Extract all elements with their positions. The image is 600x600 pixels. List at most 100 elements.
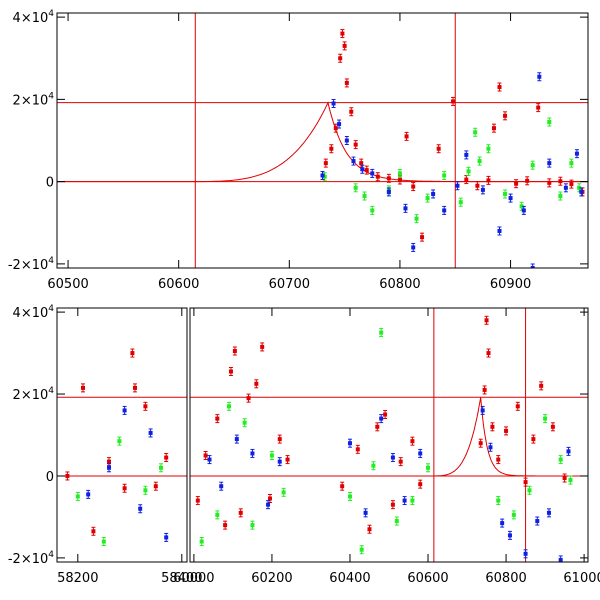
green-data-point: [426, 463, 431, 473]
green-data-point: [473, 127, 478, 137]
red-data-point: [515, 401, 520, 411]
green-data-point: [143, 485, 148, 495]
red-data-point: [558, 176, 563, 186]
green-data-point: [362, 191, 367, 201]
plot-area: [190, 308, 588, 562]
red-data-point: [383, 410, 388, 420]
green-data-point: [101, 537, 106, 547]
red-data-point: [215, 414, 220, 424]
red-data-point: [436, 144, 441, 154]
green-data-point: [558, 191, 563, 201]
green-data-point: [425, 193, 430, 203]
red-data-point: [195, 496, 200, 506]
y-tick-exponent: 4: [48, 91, 54, 101]
blue-data-point: [164, 532, 169, 542]
x-tick-label: 58200: [57, 571, 98, 586]
green-data-point: [496, 496, 501, 506]
blue-data-point: [207, 455, 212, 465]
red-data-point: [81, 383, 85, 393]
green-data-point: [215, 510, 220, 520]
red-data-point: [367, 524, 372, 534]
red-data-point: [569, 179, 574, 189]
blue-data-point: [535, 516, 540, 526]
red-data-point: [122, 483, 127, 493]
y-tick-exponent: 4: [48, 550, 54, 560]
x-tick-label: 60800: [485, 571, 526, 586]
green-data-point: [503, 189, 508, 199]
red-data-point: [130, 348, 135, 358]
red-data-point: [232, 346, 237, 356]
green-data-point: [530, 160, 535, 170]
y-tick-label: 2×104: [13, 386, 55, 403]
x-tick-label: 60200: [251, 571, 292, 586]
red-data-point: [342, 41, 347, 51]
blue-data-point: [331, 98, 336, 108]
x-tick-label: 60400: [329, 571, 370, 586]
x-tick-label: 61000: [563, 571, 600, 586]
red-data-point: [375, 172, 380, 182]
green-data-point: [75, 491, 80, 501]
blue-data-point: [508, 193, 513, 203]
plot-frame: [56, 12, 589, 269]
blue-data-point: [386, 187, 391, 197]
red-data-point: [246, 393, 251, 403]
red-data-point: [491, 123, 496, 133]
red-data-point: [344, 78, 349, 88]
red-data-point: [503, 111, 508, 121]
green-data-point: [159, 463, 163, 473]
green-data-point: [353, 183, 358, 193]
green-data-point: [394, 516, 399, 526]
green-data-point: [414, 214, 419, 224]
blue-data-point: [574, 149, 579, 159]
green-data-point: [250, 520, 255, 530]
blue-data-point: [138, 504, 143, 514]
y-tick-exponent: 4: [48, 256, 54, 266]
red-data-point: [550, 422, 555, 432]
red-data-point: [547, 178, 552, 188]
red-data-point: [338, 53, 343, 63]
y-tick-label: 0: [46, 176, 54, 191]
green-data-point: [410, 496, 415, 506]
green-data-point: [543, 414, 548, 424]
green-data-point: [569, 158, 574, 168]
green-data-point: [442, 170, 447, 180]
blue-data-point: [563, 183, 568, 193]
red-data-point: [451, 96, 456, 106]
blue-data-point: [351, 156, 356, 166]
red-data-point: [484, 315, 489, 325]
red-data-point: [65, 471, 70, 481]
blue-data-point: [363, 508, 368, 518]
plot-area: [57, 348, 187, 547]
model-curve: [57, 101, 588, 183]
blue-data-point: [480, 185, 485, 195]
red-data-point: [349, 107, 354, 117]
blue-data-point: [344, 136, 349, 145]
blue-data-point: [500, 518, 505, 528]
red-data-point: [478, 438, 483, 448]
red-data-point: [410, 436, 415, 446]
red-data-point: [486, 348, 491, 358]
green-data-point: [379, 328, 384, 338]
blue-data-point: [402, 496, 407, 506]
red-data-point: [340, 29, 345, 39]
green-data-point: [370, 205, 375, 215]
blue-data-point: [148, 428, 153, 438]
red-data-point: [482, 385, 487, 395]
red-data-point: [525, 176, 530, 186]
red-data-point: [464, 175, 469, 185]
green-data-point: [511, 510, 516, 520]
blue-data-point: [122, 405, 127, 415]
red-data-point: [238, 508, 243, 518]
green-data-point: [117, 436, 122, 446]
blue-data-point: [579, 187, 584, 197]
blue-data-point: [370, 168, 375, 178]
green-data-point: [477, 156, 482, 166]
blue-data-point: [403, 203, 408, 213]
red-data-point: [496, 455, 501, 465]
red-data-point: [375, 422, 380, 432]
blue-data-point: [537, 72, 542, 82]
green-data-point: [199, 537, 204, 547]
blue-data-point: [390, 453, 395, 463]
red-data-point: [164, 453, 169, 463]
